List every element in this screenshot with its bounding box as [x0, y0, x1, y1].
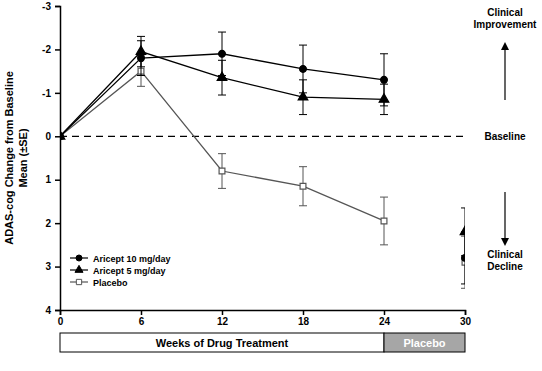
x-tick-mark: [60, 310, 62, 315]
legend-marker: [75, 265, 83, 272]
x-tick-label: 6: [139, 316, 145, 327]
annotation-text: Clinical: [487, 249, 523, 260]
x-axis-line: [61, 311, 466, 316]
y-tick-mark: [55, 93, 60, 95]
y-tick-mark: [55, 6, 60, 8]
y-tick-label: -1: [42, 88, 51, 99]
x-tick: 0: [58, 310, 64, 327]
x-tick-label: 0: [58, 316, 64, 327]
error-bar: [299, 45, 307, 93]
x-tick-mark: [303, 310, 305, 315]
annotation-arrowhead: [501, 238, 509, 246]
y-tick-label: 0: [45, 131, 51, 142]
x-tick: 12: [217, 310, 229, 327]
x-tick-mark: [384, 310, 386, 315]
phase-label: Placebo: [403, 337, 445, 349]
y-tick-label: -2: [42, 44, 51, 55]
series: [60, 36, 465, 255]
point: [300, 183, 306, 189]
y-tick: 4: [45, 305, 60, 316]
error-bar: [380, 54, 388, 106]
annotation-arrow: [504, 48, 505, 100]
legend-label: Placebo: [93, 278, 128, 288]
y-tick: -1: [42, 88, 60, 99]
y-tick-label: 3: [45, 261, 51, 272]
point: [300, 66, 307, 73]
annotation: ClinicalImprovement: [474, 7, 537, 100]
error-bar: [218, 32, 226, 75]
y-axis-title: Mean (±SE): [17, 128, 29, 188]
x-tick: 6: [139, 310, 145, 327]
error-bar: [299, 167, 307, 206]
error-bar: [380, 197, 388, 245]
error-bar: [137, 41, 145, 76]
y-tick: -3: [42, 1, 60, 12]
point: [462, 255, 465, 262]
y-tick-mark: [55, 136, 60, 138]
baseline-label: Baseline: [484, 131, 526, 142]
y-tick: -2: [42, 44, 60, 55]
baseline-line: [60, 136, 465, 137]
point: [138, 55, 145, 62]
point: [60, 133, 63, 140]
x-axis: 0 6 12 18 24 30: [58, 310, 472, 327]
plot-area: [60, 32, 465, 288]
y-axis-title: ADAS-cog Change from Baseline: [3, 71, 15, 245]
annotation-arrowhead: [501, 42, 509, 50]
legend-marker: [76, 255, 82, 261]
phase-box: [384, 333, 465, 352]
y-tick: 1: [45, 174, 60, 185]
point: [460, 226, 465, 234]
y-tick-mark: [55, 266, 60, 268]
annotation-text: Clinical: [487, 7, 523, 18]
phase-bar: Weeks of Drug Treatment Placebo: [60, 333, 465, 352]
point: [219, 168, 225, 174]
point: [381, 218, 387, 224]
y-tick-mark: [55, 49, 60, 51]
point: [219, 50, 226, 57]
phase-label: Weeks of Drug Treatment: [156, 337, 289, 349]
x-tick-mark: [465, 310, 467, 315]
annotation: ClinicalDecline: [487, 192, 523, 272]
y-tick-label: 4: [45, 305, 51, 316]
x-tick: 30: [460, 310, 472, 327]
x-tick-label: 30: [460, 316, 472, 327]
x-tick-label: 12: [217, 316, 229, 327]
series: [60, 32, 465, 284]
y-tick: 0: [45, 131, 60, 142]
y-tick-label: 2: [45, 218, 51, 229]
error-bar: [218, 154, 226, 189]
phase-box: [60, 333, 384, 352]
y-tick: 2: [45, 218, 60, 229]
y-axis: -3 -2 -1 0 1 2 3 4: [42, 1, 60, 316]
y-tick-label: 1: [45, 174, 51, 185]
x-tick: 24: [379, 310, 391, 327]
y-tick-label: -3: [42, 1, 51, 12]
legend-label: Aricept 5 mg/day: [93, 266, 166, 276]
annotation-arrow: [504, 192, 505, 240]
annotation-text: Decline: [487, 261, 523, 272]
y-tick-mark: [55, 223, 60, 225]
y-tick-mark: [55, 179, 60, 181]
y-tick-mark: [55, 310, 60, 312]
point: [60, 133, 63, 139]
x-tick-label: 18: [298, 316, 310, 327]
legend: Aricept 10 mg/day Aricept 5 mg/day Placebo: [70, 254, 171, 288]
error-bar: [461, 236, 465, 288]
y-axis-line: [55, 7, 61, 311]
series: [60, 56, 465, 288]
point: [381, 76, 388, 83]
x-tick-mark: [222, 310, 224, 315]
y-tick: 3: [45, 261, 60, 272]
x-tick-label: 24: [379, 316, 391, 327]
legend-label: Aricept 10 mg/day: [93, 254, 171, 264]
error-bar: [461, 232, 465, 284]
annotation-text: Improvement: [474, 19, 537, 30]
legend-marker: [76, 279, 81, 284]
x-tick: 18: [298, 310, 310, 327]
chart: -3-2-1012340612182430ADAS-cog Change fro…: [0, 0, 542, 371]
x-tick-mark: [141, 310, 143, 315]
